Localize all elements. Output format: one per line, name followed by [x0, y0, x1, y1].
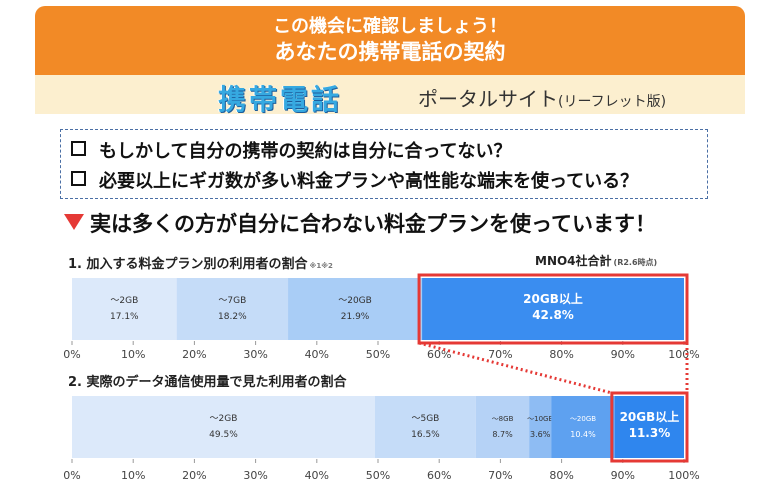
portal-title-suffix: (リーフレット版) — [558, 94, 667, 110]
axis-tick-label: 30% — [243, 348, 267, 361]
bar-segment — [529, 396, 552, 458]
bar-segment-label: ～2GB — [210, 414, 238, 424]
axis-tick-label: 90% — [611, 469, 635, 482]
checklist-item-text: 必要以上にギガ数が多い料金プランや高性能な端末を使っている？ — [99, 171, 639, 192]
bar-segment-value: 16.5% — [411, 430, 440, 440]
portal-strip: 携帯電話 ポータルサイト(リーフレット版) — [35, 75, 745, 114]
axis-tick-label: 30% — [243, 469, 267, 482]
chart-title: 1. 加入する料金プラン別の利用者の割合 ※1※2 — [68, 256, 333, 272]
highlight-box — [610, 391, 689, 463]
bar-segment-label: 20GB以上 — [620, 409, 680, 424]
bar-segment — [475, 396, 530, 458]
connector-dotted-line — [418, 341, 613, 395]
bar-segment — [551, 396, 615, 458]
bar-segment-label: 20GB以上 — [523, 291, 583, 306]
portal-title-main: ポータルサイト — [418, 87, 558, 111]
bar-segment-label: ～7GB — [218, 296, 246, 306]
bar-segment — [614, 396, 684, 458]
portal-title: ポータルサイト(リーフレット版) — [418, 83, 666, 112]
checklist-panel: もしかして自分の携帯の契約は自分に合ってない？ 必要以上にギガ数が多い料金プラン… — [60, 129, 708, 199]
headline: 実は多くの方が自分に合わない料金プランを使っています！ — [64, 208, 656, 238]
axis-tick-label: 70% — [488, 469, 512, 482]
checkbox-icon — [71, 171, 86, 186]
bar-segment-label: ～2GB — [110, 296, 138, 306]
axis-tick-label: 50% — [366, 469, 390, 482]
bar-segment — [72, 278, 177, 340]
bar-segment — [422, 278, 684, 340]
axis-tick-label: 80% — [549, 348, 573, 361]
axis-tick-label: 20% — [182, 469, 206, 482]
chart-subtitle-note: (R2.6時点) — [614, 257, 658, 267]
axis-tick-label: 90% — [611, 348, 635, 361]
axis-tick-label: 10% — [121, 469, 145, 482]
bar-segment — [288, 278, 423, 340]
triangle-down-icon — [64, 214, 84, 230]
axis-tick-label: 100% — [668, 469, 699, 482]
axis-tick-label: 40% — [305, 348, 329, 361]
axis-tick-label: 0% — [63, 469, 80, 482]
bar-segment-label: ～20GB — [570, 415, 596, 423]
bar-segment-label: ～20GB — [338, 296, 372, 306]
portal-kanji-logo: 携帯電話 — [218, 83, 343, 114]
highlight-box — [417, 273, 689, 345]
axis-tick-label: 0% — [63, 348, 80, 361]
bar-segment — [72, 396, 375, 458]
axis-tick-label: 40% — [305, 469, 329, 482]
bar-segment-value: 11.3% — [629, 426, 671, 440]
header-banner: この機会に確認しましょう！ あなたの携帯電話の契約 携帯電話 ポータルサイト(リ… — [35, 6, 745, 114]
bar-segment — [374, 396, 476, 458]
banner-line2: あなたの携帯電話の契約 — [274, 40, 506, 64]
bar-segment-label: ～5GB — [411, 414, 439, 424]
bar-segment-value: 10.4% — [570, 430, 596, 439]
bar-segment-value: 49.5% — [209, 430, 238, 440]
axis-tick-label: 10% — [121, 348, 145, 361]
axis-tick-label: 70% — [488, 348, 512, 361]
chart-subtitle: MNO4社合計 (R2.6時点) — [535, 253, 657, 268]
headline-text: 実は多くの方が自分に合わない料金プランを使っています！ — [90, 212, 656, 236]
checklist-item: もしかして自分の携帯の契約は自分に合ってない？ — [71, 137, 512, 163]
bar-segment-value: 8.7% — [492, 430, 513, 439]
chart-title-note: ※1※2 — [310, 261, 333, 270]
checklist-item: 必要以上にギガ数が多い料金プランや高性能な端末を使っている？ — [71, 167, 638, 193]
checkbox-icon — [71, 141, 86, 156]
bar-segment-value: 3.6% — [530, 430, 551, 439]
banner-line1: この機会に確認しましょう！ — [273, 16, 507, 37]
axis-tick-label: 60% — [427, 348, 451, 361]
axis-tick-label: 60% — [427, 469, 451, 482]
axis-tick-label: 100% — [668, 348, 699, 361]
axis-tick-label: 20% — [182, 348, 206, 361]
bar-segment-value: 17.1% — [110, 312, 139, 322]
bar-segment — [176, 278, 289, 340]
checklist-item-text: もしかして自分の携帯の契約は自分に合ってない？ — [99, 141, 512, 162]
chart-title: 2. 実際のデータ通信使用量で見た利用者の割合 — [68, 374, 348, 390]
bar-segment-value: 21.9% — [341, 312, 370, 322]
bar-segment-value: 18.2% — [218, 312, 247, 322]
axis-tick-label: 80% — [549, 469, 573, 482]
axis-tick-label: 50% — [366, 348, 390, 361]
bar-segment-label: ～8GB — [492, 415, 514, 423]
bar-segment-value: 42.8% — [532, 308, 574, 322]
bar-segment-label: ～10GB — [527, 415, 553, 423]
